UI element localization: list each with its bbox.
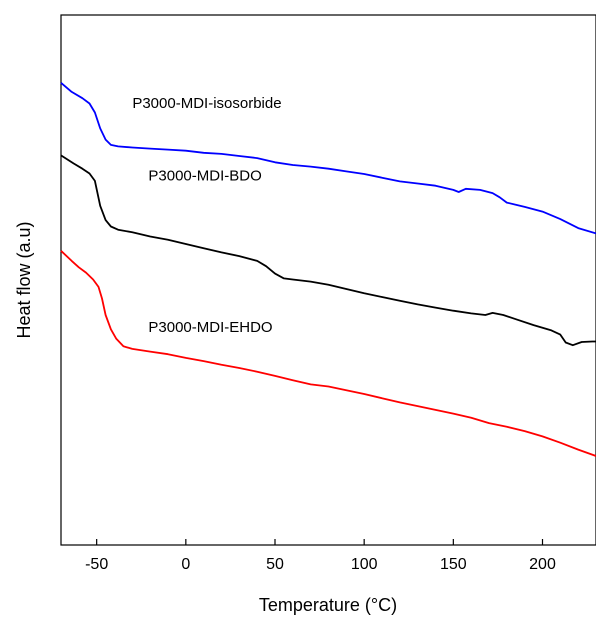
x-tick-label: 150 — [440, 556, 467, 573]
series-line-p3000-mdi-bdo — [60, 154, 596, 347]
series-label-p3000-mdi-bdo: P3000-MDI-BDO — [148, 167, 261, 184]
series-layer — [60, 82, 596, 457]
series-line-p3000-mdi-ehdo — [60, 250, 596, 457]
x-tick-label: 200 — [529, 556, 556, 573]
x-axis-ticks: -50 0 50 100 150 200 — [85, 539, 556, 573]
series-label-p3000-mdi-isosorbide: P3000-MDI-isosorbide — [132, 95, 281, 112]
series-line-p3000-mdi-isosorbide — [60, 82, 596, 235]
x-tick-label: 0 — [181, 556, 190, 573]
x-axis-title: Temperature (°C) — [259, 595, 397, 615]
series-label-p3000-mdi-ehdo: P3000-MDI-EHDO — [148, 319, 272, 336]
y-axis-title: Heat flow (a.u) — [14, 221, 34, 338]
x-tick-label: -50 — [85, 556, 108, 573]
series-labels: P3000-MDI-isosorbide P3000-MDI-BDO P3000-M… — [132, 95, 281, 336]
plot-frame — [60, 14, 596, 546]
x-tick-label: 100 — [351, 556, 378, 573]
x-tick-label: 50 — [266, 556, 284, 573]
